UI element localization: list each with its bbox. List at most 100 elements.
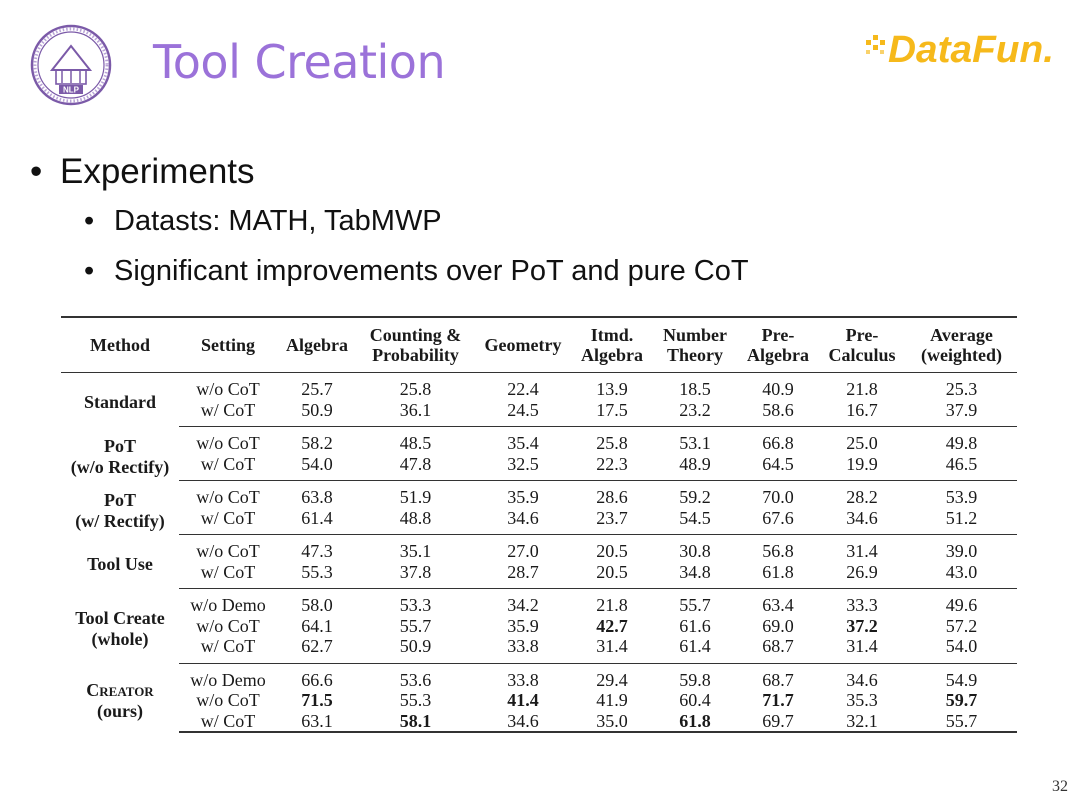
table-body: Standard w/o CoT 25.7 25.8 22.4 13.9 18.5 40.9 2… [61, 373, 1017, 733]
table-row: w/o CoT 71.5 55.3 41.4 41.9 60.4 71.7 35.3 59.7 [61, 690, 1017, 711]
results-table-container: Method Setting Algebra Counting & Probabilit… [61, 316, 1017, 733]
value-cell: 21.8 [596, 595, 628, 615]
setting-cell: w/ CoT [179, 453, 277, 481]
value-cell: 46.5 [906, 453, 1017, 481]
value-cell: 49.6 [945, 595, 978, 615]
setting-cell: w/ CoT [179, 507, 277, 535]
value-cell: 71.7 [762, 690, 794, 710]
value-cell: 17.5 [572, 399, 652, 427]
column-header-text: Itmd. [590, 325, 634, 345]
value-cell: 55.7 [399, 615, 432, 636]
method-name: PoT [103, 489, 136, 510]
value-cell: 28.7 [474, 561, 572, 589]
datafun-logo: DataFun. [866, 29, 1054, 71]
setting-cell: w/ CoT [179, 561, 277, 589]
value-cell: 63.4 [762, 595, 794, 615]
table-header: Method Setting Algebra Counting & Probabilit… [61, 317, 1017, 373]
bullet-sub: • Datasts: MATH, TabMWP [30, 202, 1030, 240]
value-cell: 53.9 [945, 487, 978, 507]
value-cell: 55.7 [906, 710, 1017, 733]
value-cell: 13.9 [596, 379, 628, 399]
value-cell: 25.3 [945, 379, 978, 399]
column-header-text: Theory [667, 345, 723, 365]
bullet-sub-text: Datasts: MATH, TabMWP [114, 205, 442, 237]
value-cell: 68.7 [762, 669, 794, 690]
table-row: Creator (ours) w/o Demo 66.6 53.6 33.8 29.4 59.… [61, 663, 1017, 721]
column-header-text: Probability [372, 345, 459, 365]
value-cell: 34.6 [474, 710, 572, 733]
value-cell: 63.1 [277, 710, 357, 733]
column-header-text: Number [663, 325, 727, 345]
value-cell: 22.4 [507, 379, 539, 399]
column-header-text: Counting & [369, 325, 462, 345]
brand-text: DataFun. [888, 29, 1054, 71]
method-name: Tool Create [75, 607, 165, 628]
seal-text: NLP [63, 86, 80, 95]
value-cell: 54.0 [277, 453, 357, 481]
value-cell: 54.5 [652, 507, 738, 535]
column-header-text: Geometry [484, 335, 562, 355]
value-cell: 55.3 [399, 690, 432, 710]
value-cell: 37.2 [846, 615, 878, 636]
value-cell: 64.5 [738, 453, 818, 481]
value-cell: 35.4 [507, 433, 539, 453]
table-row: w/o CoT 64.1 55.7 35.9 42.7 61.6 69.0 37.2 57.2 [61, 616, 1017, 637]
method-cell: Creator (ours) [61, 663, 179, 732]
value-cell: 31.4 [572, 636, 652, 664]
setting-cell: w/o CoT [196, 487, 260, 507]
value-cell: 60.4 [679, 690, 711, 710]
value-cell: 50.9 [277, 399, 357, 427]
method-name: Tool Use [87, 554, 153, 574]
value-cell: 68.7 [738, 636, 818, 664]
value-cell: 42.7 [596, 615, 628, 636]
value-cell: 34.2 [507, 595, 539, 615]
method-name: Creator [86, 679, 154, 700]
value-cell: 61.6 [679, 615, 711, 636]
value-cell: 33.3 [846, 595, 878, 615]
setting-cell: w/o Demo [190, 669, 266, 690]
setting-cell: w/ CoT [179, 710, 277, 733]
method-cell: Tool Use [61, 535, 179, 589]
value-cell: 64.1 [301, 615, 333, 636]
setting-cell: w/o CoT [196, 379, 260, 399]
value-cell: 20.5 [572, 561, 652, 589]
value-cell: 58.1 [357, 710, 474, 733]
value-cell: 25.7 [301, 379, 333, 399]
value-cell: 28.6 [596, 487, 628, 507]
value-cell: 47.8 [357, 453, 474, 481]
column-header: Number Theory [652, 317, 738, 373]
table-row: PoT (w/o Rectify) w/o CoT 58.2 48.5 35.4 25.8 5… [61, 427, 1017, 477]
column-header: Algebra [277, 317, 357, 373]
method-name: PoT [103, 435, 136, 456]
value-cell: 48.8 [357, 507, 474, 535]
bullet-main: • Experiments [30, 150, 1030, 194]
column-header: Method [61, 317, 179, 373]
bullet-sub: • Significant improvements over PoT and … [30, 252, 1030, 290]
value-cell: 41.4 [507, 690, 539, 710]
value-cell: 67.6 [738, 507, 818, 535]
table-row: Tool Use w/o CoT 47.3 35.1 27.0 20.5 30.8 56.8 3… [61, 535, 1017, 574]
value-cell: 56.8 [762, 541, 794, 561]
bullet-main-text: Experiments [60, 152, 255, 191]
value-cell: 61.8 [738, 561, 818, 589]
value-cell: 33.8 [507, 669, 539, 690]
column-header: Setting [179, 317, 277, 373]
table-row: w/ CoT 63.1 58.1 34.6 35.0 61.8 69.7 32.1 55.7 [61, 710, 1017, 733]
column-header-text: Average [930, 325, 993, 345]
method-cell: Standard [61, 373, 179, 427]
value-cell: 41.9 [596, 690, 628, 710]
brand-dots-icon [866, 35, 885, 54]
value-cell: 54.0 [906, 636, 1017, 664]
value-cell: 28.2 [846, 487, 878, 507]
value-cell: 25.8 [596, 433, 628, 453]
column-header: Average (weighted) [906, 317, 1017, 373]
value-cell: 19.9 [818, 453, 906, 481]
method-cell: Tool Create (whole) [61, 589, 179, 664]
value-cell: 35.9 [507, 615, 539, 636]
column-header-text: Setting [201, 335, 255, 355]
value-cell: 69.7 [738, 710, 818, 733]
table-row: w/ CoT 54.0 47.8 32.5 22.3 48.9 64.5 19.9 46.5 [61, 453, 1017, 481]
value-cell: 51.9 [399, 487, 432, 507]
value-cell: 63.8 [301, 487, 333, 507]
